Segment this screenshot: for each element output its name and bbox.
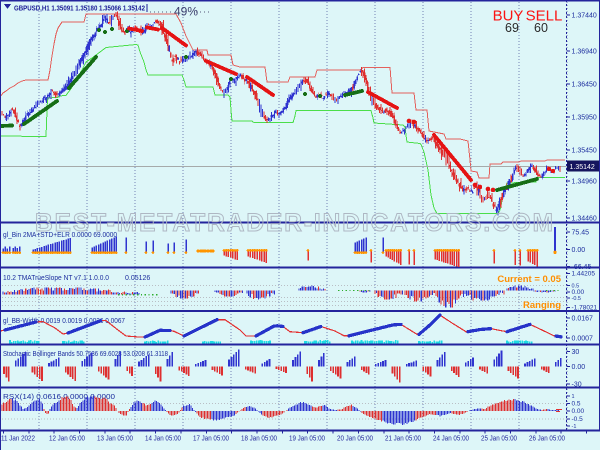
svg-text:17 Jan 05:00: 17 Jan 05:00 bbox=[193, 436, 229, 443]
svg-text:-1.78021: -1.78021 bbox=[572, 305, 598, 312]
svg-text:75.45: 75.45 bbox=[572, 230, 590, 237]
svg-text:0.00: 0.00 bbox=[572, 247, 586, 254]
svg-text:1.35950: 1.35950 bbox=[572, 115, 597, 122]
svg-text:69: 69 bbox=[505, 21, 519, 35]
svg-text:SELL: SELL bbox=[526, 8, 563, 25]
svg-text:1.35450: 1.35450 bbox=[572, 148, 597, 155]
svg-text:1.35142: 1.35142 bbox=[570, 164, 595, 171]
svg-text:0.0167: 0.0167 bbox=[572, 316, 594, 323]
svg-text:19 Jan 05:00: 19 Jan 05:00 bbox=[289, 436, 325, 443]
svg-text:1.34460: 1.34460 bbox=[572, 216, 597, 223]
svg-text:10.2 TMATrueSlope NT v7.1 1.0.: 10.2 TMATrueSlope NT v7.1 1.0.0.0 bbox=[3, 275, 109, 282]
svg-text:30: 30 bbox=[572, 349, 580, 356]
svg-text:-66.45: -66.45 bbox=[572, 264, 592, 271]
svg-text:RSX(14) 0.0616 0.0000 0.0000: RSX(14) 0.0616 0.0000 0.0000 bbox=[3, 394, 115, 401]
svg-text:25 Jan 05:00: 25 Jan 05:00 bbox=[481, 436, 517, 443]
svg-text:gl_BB-Width 0.0019 0.0019 0.00: gl_BB-Width 0.0019 0.0019 0.0026 0.0067 bbox=[3, 318, 125, 325]
svg-text:1.37440: 1.37440 bbox=[572, 13, 597, 20]
svg-text:11 Jan 2022: 11 Jan 2022 bbox=[1, 436, 35, 443]
svg-text:BEST-METATRADER-INDICATORS.COM: BEST-METATRADER-INDICATORS.COM bbox=[35, 209, 555, 237]
svg-text:-30: -30 bbox=[572, 382, 582, 389]
svg-text:12 Jan 05:00: 12 Jan 05:00 bbox=[49, 436, 85, 443]
svg-text:BUY: BUY bbox=[493, 8, 524, 25]
svg-text:18 Jan 05:00: 18 Jan 05:00 bbox=[241, 436, 277, 443]
svg-text:24 Jan 05:00: 24 Jan 05:00 bbox=[433, 436, 469, 443]
svg-text:1.44205: 1.44205 bbox=[572, 271, 596, 278]
svg-text:1: 1 bbox=[572, 394, 575, 400]
svg-text:Current = 0.05: Current = 0.05 bbox=[497, 274, 561, 285]
svg-text:0.5: 0.5 bbox=[572, 401, 581, 408]
svg-text:60: 60 bbox=[534, 21, 548, 35]
svg-text:-1: -1 bbox=[572, 424, 577, 430]
svg-text:Stochastic Bollinger Bands 50.: Stochastic Bollinger Bands 50.7536 69.60… bbox=[3, 351, 168, 358]
svg-text:21 Jan 05:00: 21 Jan 05:00 bbox=[385, 436, 421, 443]
svg-text:49%: 49% bbox=[174, 5, 198, 19]
svg-text:20 Jan 05:00: 20 Jan 05:00 bbox=[337, 436, 373, 443]
svg-text:14 Jan 05:00: 14 Jan 05:00 bbox=[145, 436, 181, 443]
svg-text:GBPUSD,H1 1.35091 1.35180 1.35: GBPUSD,H1 1.35091 1.35180 1.35066 1.3514… bbox=[14, 4, 145, 13]
svg-text:-0.5: -0.5 bbox=[572, 296, 581, 302]
svg-text:-0.5: -0.5 bbox=[572, 416, 584, 423]
svg-text:Ranging: Ranging bbox=[523, 300, 561, 311]
svg-text:1.34960: 1.34960 bbox=[572, 179, 597, 186]
svg-text:0.5: 0.5 bbox=[572, 284, 580, 290]
svg-text:0.05126: 0.05126 bbox=[125, 275, 150, 282]
svg-text:0.00: 0.00 bbox=[572, 364, 586, 371]
svg-text:1.36450: 1.36450 bbox=[572, 82, 597, 89]
svg-text:gl_Bin 2MA+STD+ELR 0.0000 69.0: gl_Bin 2MA+STD+ELR 0.0000 69.0000 bbox=[3, 232, 117, 239]
svg-text:13 Jan 05:00: 13 Jan 05:00 bbox=[97, 436, 133, 443]
svg-text:26 Jan 05:00: 26 Jan 05:00 bbox=[529, 436, 565, 443]
svg-text:0.0007: 0.0007 bbox=[572, 336, 594, 343]
svg-text:0.00: 0.00 bbox=[572, 289, 585, 296]
svg-text:1.36940: 1.36940 bbox=[572, 49, 597, 56]
svg-text:0.00: 0.00 bbox=[572, 408, 585, 415]
